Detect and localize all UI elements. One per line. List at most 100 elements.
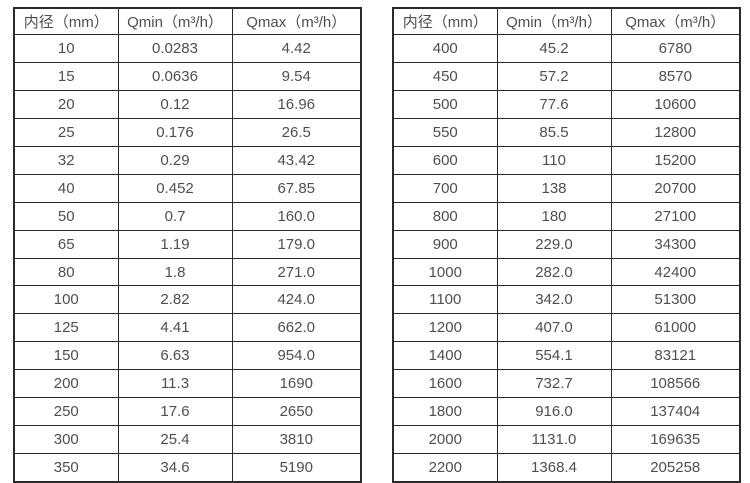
table-row: 1800 916.0 137404 — [392, 397, 741, 426]
table-cell: 2200 — [392, 452, 498, 483]
table-cell: 1.8 — [117, 257, 233, 287]
table-cell: 10600 — [610, 90, 741, 120]
table-cell: 25.4 — [117, 424, 233, 454]
table-cell: 4.42 — [231, 34, 362, 64]
table-row: 700 138 20700 — [392, 173, 741, 203]
table-cell: 1100 — [392, 285, 498, 315]
table-row: 20 0.12 16.96 — [13, 90, 362, 120]
table-cell: 0.0636 — [117, 62, 233, 92]
table-cell: 160.0 — [231, 201, 362, 231]
table-cell: 61000 — [610, 313, 741, 343]
table-cell: 85.5 — [496, 118, 612, 147]
table-cell: 450 — [392, 62, 498, 92]
table-cell: 600 — [392, 145, 498, 175]
table-cell: 20 — [13, 90, 119, 120]
table-row: 150 6.63 954.0 — [13, 341, 362, 371]
header-qmax: Qmax（m³/h） — [231, 7, 362, 36]
table-row: 125 4.41 662.0 — [13, 313, 362, 343]
table-row: 250 17.6 2650 — [13, 397, 362, 426]
header-qmin: Qmin（m³/h） — [117, 7, 233, 36]
table-cell: 662.0 — [231, 313, 362, 343]
table-cell: 169635 — [610, 424, 741, 454]
table-cell: 2650 — [231, 397, 362, 426]
table-cell: 100 — [13, 285, 119, 315]
table-cell: 42400 — [610, 257, 741, 287]
table-row: 32 0.29 43.42 — [13, 145, 362, 175]
table-row: 1000 282.0 42400 — [392, 257, 741, 287]
table-cell: 554.1 — [496, 341, 612, 371]
flow-range-table-small-diameters: 内径（mm） Qmin（m³/h） Qmax（m³/h） 10 0.0283 4.4… — [13, 7, 362, 483]
table-row: 800 180 27100 — [392, 201, 741, 231]
table-cell: 0.7 — [117, 201, 233, 231]
table-cell: 10 — [13, 34, 119, 64]
table-cell: 954.0 — [231, 341, 362, 371]
table-cell: 800 — [392, 201, 498, 231]
table-cell: 43.42 — [231, 145, 362, 175]
table-cell: 150 — [13, 341, 119, 371]
table-cell: 1.19 — [117, 229, 233, 259]
header-inner-diameter: 内径（mm） — [392, 7, 498, 36]
table-cell: 916.0 — [496, 397, 612, 426]
table-cell: 138 — [496, 173, 612, 203]
table-body: 10 0.0283 4.42 15 0.0636 9.54 20 0.12 16.96 25 0.1… — [13, 34, 362, 483]
table-row: 900 229.0 34300 — [392, 229, 741, 259]
table-cell: 51300 — [610, 285, 741, 315]
table-cell: 180 — [496, 201, 612, 231]
table-cell: 110 — [496, 145, 612, 175]
table-cell: 15200 — [610, 145, 741, 175]
table-row: 200 11.3 1690 — [13, 369, 362, 399]
table-cell: 271.0 — [231, 257, 362, 287]
table-cell: 57.2 — [496, 62, 612, 92]
table-row: 15 0.0636 9.54 — [13, 62, 362, 92]
table-cell: 300 — [13, 424, 119, 454]
table-cell: 1368.4 — [496, 452, 612, 483]
table-row: 2000 1131.0 169635 — [392, 424, 741, 454]
table-cell: 342.0 — [496, 285, 612, 315]
table-cell: 34300 — [610, 229, 741, 259]
table-cell: 5190 — [231, 452, 362, 483]
table-cell: 40 — [13, 173, 119, 203]
table-row: 25 0.176 26.5 — [13, 118, 362, 147]
table-cell: 137404 — [610, 397, 741, 426]
header-qmin: Qmin（m³/h） — [496, 7, 612, 36]
table-cell: 1690 — [231, 369, 362, 399]
table-cell: 34.6 — [117, 452, 233, 483]
table-cell: 282.0 — [496, 257, 612, 287]
table-row: 65 1.19 179.0 — [13, 229, 362, 259]
table-row: 600 110 15200 — [392, 145, 741, 175]
header-qmax: Qmax（m³/h） — [610, 7, 741, 36]
table-cell: 1600 — [392, 369, 498, 399]
flow-range-table-large-diameters: 内径（mm） Qmin（m³/h） Qmax（m³/h） 400 45.2 6780… — [392, 7, 741, 483]
table-row: 2200 1368.4 205258 — [392, 452, 741, 483]
table-cell: 250 — [13, 397, 119, 426]
table-cell: 27100 — [610, 201, 741, 231]
table-cell: 77.6 — [496, 90, 612, 120]
table-cell: 32 — [13, 145, 119, 175]
table-cell: 67.85 — [231, 173, 362, 203]
table-cell: 179.0 — [231, 229, 362, 259]
table-cell: 6780 — [610, 34, 741, 64]
table-body: 400 45.2 6780 450 57.2 8570 500 77.6 10600 550 85.… — [392, 34, 741, 483]
table-cell: 350 — [13, 452, 119, 483]
table-cell: 1200 — [392, 313, 498, 343]
table-cell: 0.0283 — [117, 34, 233, 64]
table-cell: 8570 — [610, 62, 741, 92]
table-cell: 11.3 — [117, 369, 233, 399]
table-row: 80 1.8 271.0 — [13, 257, 362, 287]
table-header-row: 内径（mm） Qmin（m³/h） Qmax（m³/h） — [13, 7, 362, 36]
table-cell: 0.452 — [117, 173, 233, 203]
table-cell: 83121 — [610, 341, 741, 371]
table-cell: 6.63 — [117, 341, 233, 371]
table-cell: 500 — [392, 90, 498, 120]
table-row: 1600 732.7 108566 — [392, 369, 741, 399]
table-cell: 400 — [392, 34, 498, 64]
table-cell: 16.96 — [231, 90, 362, 120]
table-cell: 12800 — [610, 118, 741, 147]
table-row: 500 77.6 10600 — [392, 90, 741, 120]
table-cell: 700 — [392, 173, 498, 203]
table-row: 300 25.4 3810 — [13, 424, 362, 454]
table-cell: 17.6 — [117, 397, 233, 426]
table-cell: 732.7 — [496, 369, 612, 399]
table-row: 450 57.2 8570 — [392, 62, 741, 92]
